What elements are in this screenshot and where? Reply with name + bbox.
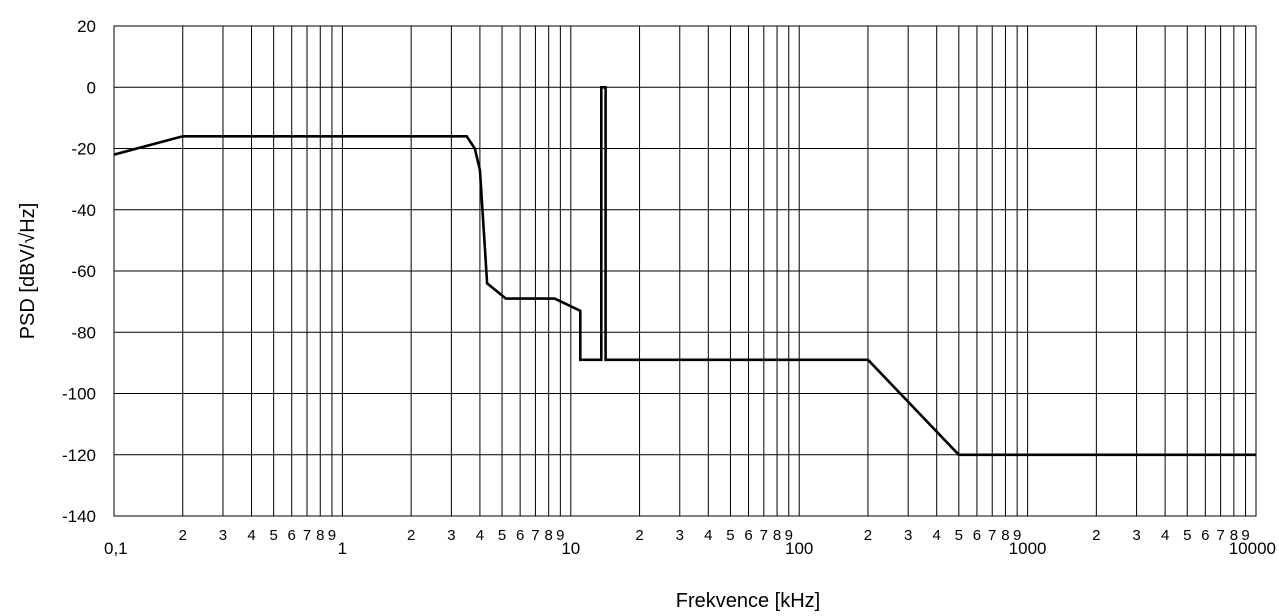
x-minor-tick-label: 7 — [760, 527, 768, 544]
plot-frame — [113, 25, 1257, 517]
x-minor-tick-label: 4 — [1161, 527, 1169, 544]
y-tick-label: -80 — [71, 323, 96, 342]
x-minor-tick-label: 8 — [773, 527, 781, 544]
x-minor-tick-label: 2 — [407, 527, 415, 544]
x-minor-tick-label: 3 — [219, 527, 227, 544]
x-minor-tick-label: 2 — [635, 527, 643, 544]
x-minor-tick-label: 7 — [303, 527, 311, 544]
x-minor-tick-label: 6 — [516, 527, 524, 544]
x-tick-label: 100 — [785, 539, 813, 558]
x-minor-tick-label: 6 — [288, 527, 296, 544]
series-line — [113, 86, 1256, 457]
x-minor-tick-label: 9 — [785, 527, 793, 544]
x-minor-tick-label: 4 — [476, 527, 484, 544]
x-minor-tick-label: 7 — [1216, 527, 1224, 544]
x-minor-tick-label: 4 — [933, 527, 941, 544]
x-tick-label: 1000 — [1009, 539, 1047, 558]
x-minor-tick-label: 9 — [1241, 527, 1249, 544]
x-tick-label: 10000 — [1229, 539, 1276, 558]
x-minor-tick-label: 7 — [988, 527, 996, 544]
x-minor-tick-label: 6 — [1201, 527, 1209, 544]
x-minor-tick-label: 3 — [1132, 527, 1140, 544]
y-tick-label: -40 — [71, 201, 96, 220]
x-minor-tick-label: 6 — [973, 527, 981, 544]
x-minor-tick-label: 5 — [498, 527, 506, 544]
x-minor-tick-label: 5 — [1183, 527, 1191, 544]
x-minor-tick-label: 2 — [864, 527, 872, 544]
series-line-group — [113, 86, 1256, 457]
y-tick-label: -100 — [62, 385, 96, 404]
y-tick-label: -20 — [71, 140, 96, 159]
y-tick-label: 0 — [87, 78, 96, 97]
x-minor-tick-label: 3 — [676, 527, 684, 544]
grid — [113, 25, 1257, 517]
x-minor-tick-label: 5 — [726, 527, 734, 544]
x-minor-tick-label: 3 — [904, 527, 912, 544]
y-tick-label: -120 — [62, 446, 96, 465]
x-minor-tick-label: 9 — [328, 527, 336, 544]
x-tick-label: 1 — [338, 539, 347, 558]
x-minor-tick-label: 3 — [447, 527, 455, 544]
x-minor-tick-label: 5 — [955, 527, 963, 544]
y-tick-label: -60 — [71, 262, 96, 281]
x-minor-tick-label: 2 — [179, 527, 187, 544]
y-tick-label: 20 — [77, 17, 96, 36]
x-minor-tick-label: 8 — [1001, 527, 1009, 544]
x-minor-tick-label: 5 — [269, 527, 277, 544]
x-tick-label: 10 — [561, 539, 580, 558]
x-minor-tick-label: 7 — [531, 527, 539, 544]
x-minor-tick-label: 4 — [704, 527, 712, 544]
x-minor-tick-label: 6 — [744, 527, 752, 544]
plot-border — [113, 25, 1257, 517]
x-minor-tick-label: 8 — [1230, 527, 1238, 544]
x-axis-title: Frekvence [kHz] — [676, 590, 820, 612]
x-minor-tick-label: 4 — [247, 527, 255, 544]
x-minor-tick-label: 8 — [316, 527, 324, 544]
x-tick-label: 0,1 — [104, 539, 128, 558]
x-minor-tick-label: 2 — [1092, 527, 1100, 544]
y-tick-label: -140 — [62, 507, 96, 526]
y-axis-title: PSD [dBV/√Hz] — [17, 203, 39, 340]
y-tick-labels: 20 0 -20 -40 -60 -80 -100 -120 -140 — [62, 17, 96, 526]
x-minor-tick-label: 8 — [544, 527, 552, 544]
x-minor-tick-label: 9 — [556, 527, 564, 544]
x-minor-tick-label: 9 — [1013, 527, 1021, 544]
